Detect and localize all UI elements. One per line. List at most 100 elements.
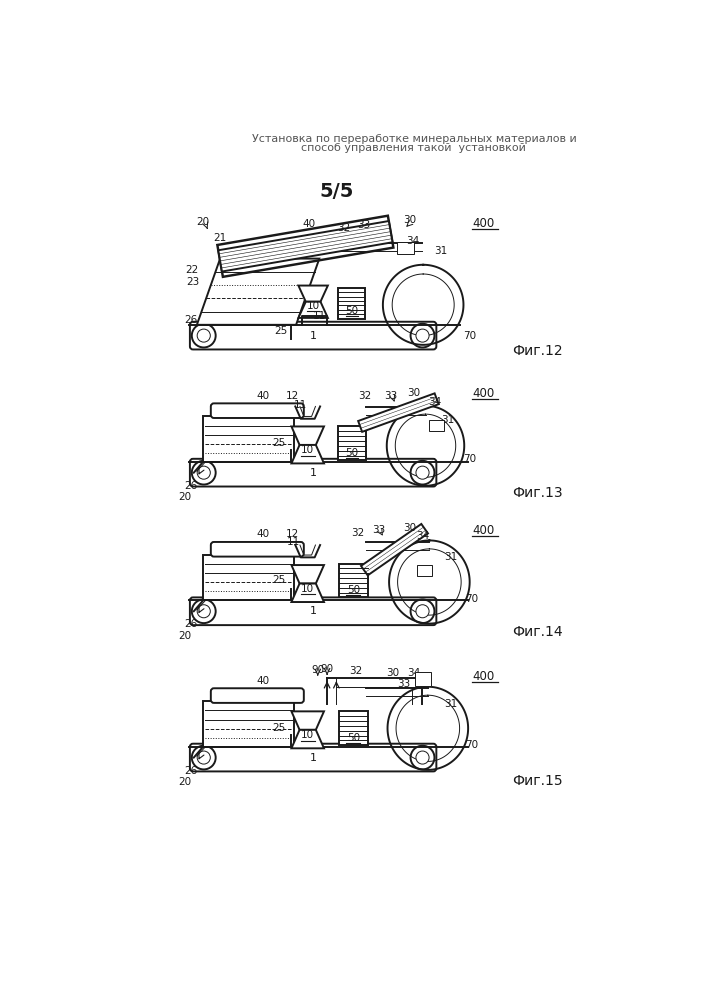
Text: 11: 11 (293, 400, 307, 410)
Text: 40: 40 (256, 391, 269, 401)
Circle shape (416, 329, 429, 342)
Text: 32: 32 (349, 666, 363, 676)
Polygon shape (291, 426, 324, 445)
Bar (417, 565, 433, 576)
Text: 32: 32 (351, 528, 365, 538)
Text: 21: 21 (214, 233, 227, 243)
Text: 33: 33 (397, 679, 411, 689)
Text: 1: 1 (310, 606, 317, 616)
Text: 70: 70 (463, 454, 477, 464)
Text: 34: 34 (428, 397, 441, 407)
Text: 12: 12 (286, 391, 299, 401)
Circle shape (197, 466, 210, 479)
Circle shape (197, 605, 210, 618)
Text: 22: 22 (185, 265, 198, 275)
Text: 26: 26 (184, 766, 197, 776)
Circle shape (192, 324, 216, 347)
Text: 34: 34 (416, 531, 430, 541)
Text: 30: 30 (387, 668, 399, 678)
Text: 50: 50 (347, 733, 360, 743)
FancyBboxPatch shape (190, 744, 436, 771)
Text: 30: 30 (404, 215, 416, 225)
Text: 25: 25 (272, 438, 286, 448)
Polygon shape (197, 259, 320, 325)
Polygon shape (291, 565, 324, 584)
Text: 5/5: 5/5 (319, 182, 354, 201)
Circle shape (192, 461, 216, 485)
Text: 26: 26 (184, 619, 197, 629)
Text: 12: 12 (286, 529, 299, 539)
Text: 25: 25 (272, 723, 286, 733)
Text: 40: 40 (256, 676, 269, 686)
Text: 40: 40 (256, 529, 269, 539)
Text: 20: 20 (179, 631, 192, 641)
FancyBboxPatch shape (190, 459, 436, 487)
Polygon shape (298, 286, 328, 302)
Text: 400: 400 (472, 670, 495, 683)
Text: 30: 30 (407, 388, 421, 398)
Circle shape (411, 324, 434, 347)
Text: 20: 20 (197, 217, 210, 227)
Bar (397, 242, 414, 254)
Text: 70: 70 (465, 740, 479, 750)
Text: 50: 50 (345, 306, 358, 316)
Text: 11: 11 (287, 537, 300, 547)
Text: 10: 10 (307, 301, 320, 311)
Text: 34: 34 (407, 668, 421, 678)
FancyBboxPatch shape (190, 597, 436, 625)
Bar (203, 701, 293, 747)
Circle shape (416, 605, 429, 618)
Circle shape (416, 751, 429, 764)
Text: 400: 400 (472, 217, 495, 230)
Bar (339, 564, 368, 597)
Bar (429, 420, 445, 431)
Text: 31: 31 (434, 246, 448, 256)
Circle shape (411, 461, 434, 485)
Circle shape (192, 746, 216, 769)
Circle shape (192, 599, 216, 623)
Circle shape (197, 751, 210, 764)
Polygon shape (298, 302, 328, 318)
Text: 20: 20 (179, 492, 192, 502)
Bar (217, 216, 393, 277)
Text: 400: 400 (472, 524, 495, 537)
Text: 33: 33 (357, 220, 370, 230)
Bar (361, 524, 428, 575)
Text: 70: 70 (465, 594, 479, 604)
Circle shape (411, 746, 434, 769)
Bar (339, 288, 366, 319)
Text: способ управления такой  установкой: способ управления такой установкой (301, 143, 526, 153)
Polygon shape (291, 730, 324, 748)
Text: 25: 25 (274, 326, 287, 336)
Text: 33: 33 (373, 525, 385, 535)
Bar (416, 672, 431, 686)
Text: 10: 10 (301, 730, 315, 740)
Text: Фиг.13: Фиг.13 (513, 486, 563, 500)
Circle shape (411, 599, 434, 623)
Text: 30: 30 (404, 523, 416, 533)
FancyBboxPatch shape (190, 322, 436, 349)
Text: 90: 90 (311, 665, 325, 675)
Bar (338, 426, 366, 460)
Text: 10: 10 (301, 445, 315, 455)
Text: 10: 10 (301, 584, 315, 594)
Bar (203, 416, 293, 462)
Text: 31: 31 (445, 699, 457, 709)
Circle shape (197, 329, 210, 342)
FancyBboxPatch shape (211, 688, 304, 703)
Bar (358, 393, 438, 432)
FancyBboxPatch shape (211, 403, 304, 418)
Text: 1: 1 (310, 753, 317, 763)
Polygon shape (291, 711, 324, 730)
Bar (203, 555, 293, 600)
Text: 40: 40 (303, 219, 316, 229)
Polygon shape (291, 584, 324, 602)
Text: Установка по переработке минеральных материалов и: Установка по переработке минеральных мат… (252, 134, 576, 144)
Text: 11: 11 (312, 311, 326, 321)
Bar (218, 221, 392, 272)
Text: 26: 26 (184, 481, 197, 491)
Text: 1: 1 (310, 331, 317, 341)
Bar (339, 711, 368, 745)
Text: 400: 400 (472, 387, 495, 400)
Text: 32: 32 (337, 223, 351, 233)
